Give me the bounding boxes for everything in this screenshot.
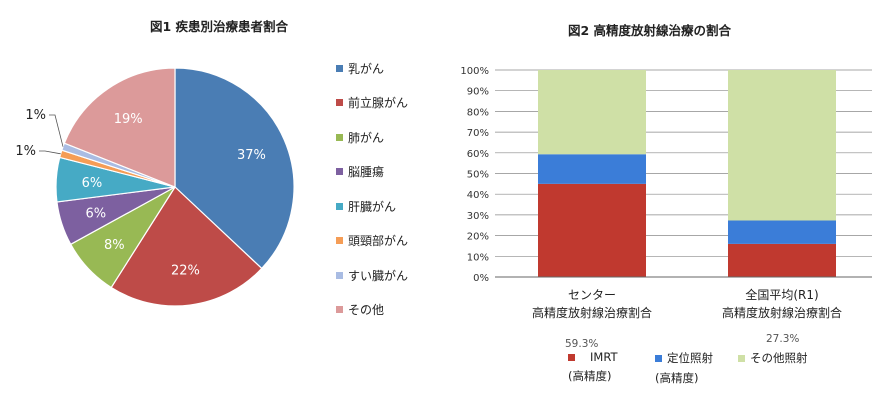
pie-legend-item: 前立腺がん: [336, 95, 408, 111]
bar-chart-title: 図2 高精度放射線治療の割合: [568, 23, 732, 38]
pie-leader-line: [39, 150, 61, 155]
pie-legend-item: その他: [336, 302, 384, 318]
bar-segment: [538, 70, 646, 155]
legend-swatch: [336, 64, 343, 72]
legend-swatch: [336, 306, 343, 313]
pie-leader-line: [49, 114, 64, 147]
y-tick-label: 40%: [467, 190, 489, 201]
legend-label: 頭頸部がん: [348, 234, 409, 248]
legend-label: 脳腫瘍: [348, 165, 385, 179]
pie-data-label: 22%: [171, 264, 200, 279]
pie-chart: 37% 22% 8% 6% 6% 1% 1% 19%: [15, 67, 295, 307]
pie-data-label: 6%: [85, 207, 106, 222]
y-tick-label: 70%: [467, 128, 489, 139]
y-tick-label: 80%: [467, 107, 489, 118]
legend-sublabel: (高精度): [655, 371, 699, 385]
bar-segment: [728, 70, 836, 221]
legend-label: 前立腺がん: [348, 96, 409, 110]
bar-segment: [538, 154, 646, 184]
x-category-sublabel: 高精度放射線治療割合: [722, 305, 842, 320]
pie-data-label: 6%: [82, 176, 103, 191]
pie-data-label: 8%: [104, 238, 125, 253]
pie-legend-item: 脳腫瘍: [336, 164, 384, 180]
y-tick-label: 0%: [473, 273, 489, 284]
pie-legend-item: 肝臓がん: [336, 198, 396, 214]
x-category-sublabel: 高精度放射線治療割合: [532, 305, 652, 320]
bar-segment: [538, 183, 646, 277]
pie-data-label: 19%: [114, 112, 143, 127]
legend-label: すい臓がん: [348, 268, 409, 283]
pie-legend-item: 肺がん: [336, 129, 384, 145]
legend-swatch: [738, 355, 745, 362]
pie-legend-item: すい臓がん: [336, 267, 408, 283]
legend-swatch: [336, 99, 343, 106]
legend-swatch: [336, 271, 343, 279]
bar-chart-panel: 図2 高精度放射線治療の割合 0% 10% 20% 30% 40% 50% 60% 70% 80…: [440, 0, 895, 405]
legend-label: その他: [348, 303, 385, 317]
bar-legend-item: その他照射: [738, 350, 808, 366]
y-tick-label: 60%: [467, 149, 489, 160]
legend-label: 肺がん: [348, 130, 385, 145]
y-tick-label: 100%: [460, 66, 489, 77]
pie-data-label: 1%: [25, 108, 46, 123]
legend-label: 肝臓がん: [348, 199, 397, 214]
x-category-label: センター: [568, 288, 616, 302]
annotation-center: 59.3%: [565, 338, 599, 350]
pie-data-label: 1%: [15, 144, 36, 159]
legend-label: その他照射: [750, 351, 808, 365]
bar-legend-item: IMRT (高精度): [568, 350, 618, 384]
pie-slice: [110, 186, 263, 307]
pie-chart-panel: 図1 疾患別治療患者割合 37% 22% 8% 6% 6% 1% 1% 19% 乳がん前立腺が…: [0, 0, 440, 405]
legend-label: IMRT: [590, 350, 618, 364]
legend-swatch: [336, 133, 343, 141]
bar-segment: [728, 243, 836, 277]
y-tick-label: 90%: [467, 87, 489, 98]
y-tick-label: 20%: [467, 232, 489, 243]
legend-label: 定位照射: [667, 351, 713, 365]
legend-swatch: [336, 202, 343, 210]
y-tick-label: 30%: [467, 211, 489, 222]
x-category-label: 全国平均(R1): [745, 287, 818, 302]
pie-slice: [174, 67, 295, 270]
y-tick-label: 50%: [467, 170, 489, 181]
bar-segment: [728, 220, 836, 244]
stacked-bar-chart: 0% 10% 20% 30% 40% 50% 60% 70% 80% 90% 100% センター高精度…: [460, 66, 872, 320]
pie-data-label: 37%: [237, 148, 266, 163]
legend-swatch: [655, 355, 662, 362]
y-tick-label: 10%: [467, 252, 489, 263]
legend-swatch: [336, 168, 343, 175]
pie-chart-title: 図1 疾患別治療患者割合: [150, 19, 289, 34]
pie-legend-item: 頭頸部がん: [336, 233, 408, 249]
legend-swatch: [336, 237, 343, 244]
bar-legend-item: 定位照射 (高精度): [655, 350, 713, 386]
annotation-national: 27.3%: [766, 333, 800, 345]
pie-slice: [63, 67, 176, 188]
legend-swatch: [568, 354, 575, 361]
legend-sublabel: (高精度): [568, 369, 612, 383]
pie-legend-item: 乳がん: [336, 60, 384, 76]
legend-label: 乳がん: [348, 61, 385, 76]
